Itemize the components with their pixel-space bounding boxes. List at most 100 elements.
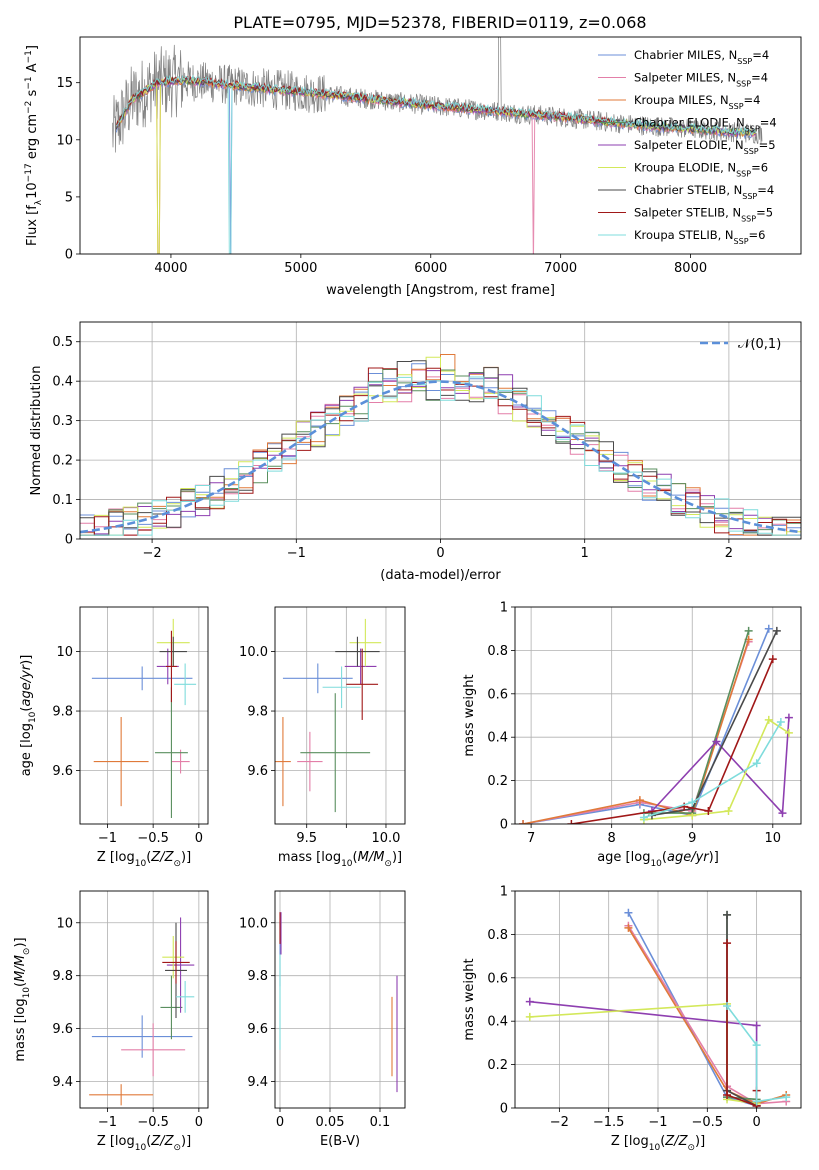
y-tick-label: 0.6 (487, 971, 508, 986)
label-part: Normed distribution (29, 366, 44, 496)
y-tick-label: 10.0 (239, 916, 268, 931)
legend-label: Chabrier MILES, NSSP=4 (634, 48, 769, 66)
histogram-step-2 (80, 354, 801, 536)
legend-text: Salpeter MILES, N (634, 71, 736, 85)
y-tick-label: 0.2 (487, 1058, 508, 1073)
y-tick-label: 9.8 (247, 705, 268, 720)
label-part: Flux [f (25, 205, 40, 246)
label-part: 10 (28, 711, 38, 723)
plot-area-age_vs_Z (80, 607, 208, 824)
label-part: Z [log (611, 1134, 649, 1149)
legend-text: Kroupa STELIB, N (634, 228, 734, 242)
x-axis-label: Z [log10(Z/Z⊙)] (97, 1134, 191, 1153)
label-part: age [log (19, 723, 34, 776)
legend-label: Kroupa ELODIE, NSSP=6 (634, 161, 768, 179)
x-axis-label: (data-model)/error (380, 568, 501, 583)
x-tick-label: −1 (98, 831, 117, 846)
x-tick-label: −2 (143, 546, 162, 561)
label-part: ⊙ (173, 1143, 181, 1153)
label-part: A (25, 63, 40, 76)
label-part: 10 (25, 182, 40, 199)
x-tick-label: −1 (98, 1115, 117, 1130)
y-tick-label: 0.4 (487, 1015, 508, 1030)
weight-marker (639, 813, 648, 822)
legend-label: Salpeter STELIB, NSSP=5 (634, 206, 773, 224)
x-tick-label: 6000 (414, 261, 447, 276)
label-part: mass weight (462, 674, 477, 756)
weight-marker (525, 1012, 534, 1021)
label-part: 10 (135, 859, 147, 869)
axes-frame (79, 321, 802, 540)
weight-marker (778, 809, 787, 818)
normal-curve (80, 380, 801, 534)
panel-age_vs_mass: 9.5 10.0 9.6 9.8 10.0 mass [log10(M/M⊙)] (239, 606, 406, 869)
legend-text: =5 (759, 138, 776, 152)
weight-marker (723, 939, 732, 948)
weight-line (643, 721, 782, 819)
plot-area-mass_vs_Z (80, 891, 208, 1108)
plot-area-weight_vs_Z (515, 891, 801, 1108)
label-part: 10 (135, 1143, 147, 1153)
weight-marker (752, 1021, 761, 1030)
plot-area-mass_vs_ebv (275, 891, 405, 1108)
x-tick-label: −0.5 (692, 1115, 724, 1130)
weight-marker (772, 626, 781, 635)
y-axis-label: Normed distribution (29, 366, 44, 496)
legend-text: Chabrier ELODIE, N (634, 116, 745, 130)
weight-marker (635, 796, 644, 805)
label-part: ⊙ (687, 1143, 695, 1153)
label-part: 10 (22, 987, 32, 999)
y-tick-label: 5 (65, 190, 73, 205)
x-tick-label: −0.5 (137, 1115, 169, 1130)
x-tick-label: 10 (765, 831, 782, 846)
label-part: erg cm (25, 114, 40, 163)
label-part: 10 (341, 859, 353, 869)
x-tick-label: −1.5 (593, 1115, 625, 1130)
x-tick-label: 2 (725, 546, 733, 561)
x-tick-label: 0.1 (370, 1115, 391, 1130)
legend-text: Kroupa ELODIE, N (634, 161, 736, 175)
legend-text: =4 (757, 183, 774, 197)
weight-marker (752, 759, 761, 768)
y-tick-label: 1 (500, 885, 508, 900)
label-part: ( (146, 850, 151, 865)
weight-marker (723, 910, 732, 919)
label-part: age [log (597, 850, 650, 865)
x-tick-label: 0 (195, 831, 203, 846)
label-part: )] (709, 850, 719, 865)
legend-sub: SSP (744, 147, 759, 156)
histogram-step-5 (80, 356, 801, 536)
y-tick-label: 9.8 (247, 969, 268, 984)
weight-marker (567, 820, 576, 824)
axes-frame (274, 890, 406, 1109)
legend-sub: SSP (734, 237, 749, 246)
legend-sub: SSP (742, 192, 757, 201)
label-part: age/yr (19, 663, 34, 706)
x-tick-label: 5000 (284, 261, 317, 276)
y-tick-label: 0 (500, 818, 508, 833)
x-tick-label: 7 (527, 831, 535, 846)
x-tick-label: −0.5 (137, 831, 169, 846)
x-tick-label: −1 (648, 1115, 667, 1130)
x-tick-label: 0 (195, 1115, 203, 1130)
label-part: )] (181, 850, 191, 865)
x-axis-label: wavelength [Angstrom, rest frame] (326, 283, 555, 298)
weight-marker (688, 798, 697, 807)
weight-marker (525, 997, 534, 1006)
y-tick-label: 15 (56, 76, 73, 91)
y-tick-label: 0.5 (52, 335, 73, 350)
legend-sub: SSP (745, 124, 760, 133)
label-part: Z [log (97, 850, 135, 865)
label-part: −17 (24, 163, 34, 182)
label-part: λ (34, 199, 44, 205)
label-part: age/yr (667, 850, 710, 865)
y-tick-label: 1 (500, 601, 508, 616)
weight-marker (704, 806, 713, 815)
panel-mass_vs_ebv: 0 0.05 0.1 9.4 9.6 9.8 10.0 E(B-V) (239, 890, 406, 1149)
plot-area-weight_vs_age (515, 607, 801, 824)
legend-label: Chabrier ELODIE, NSSP=4 (634, 116, 777, 134)
weight-marker (624, 908, 633, 917)
x-tick-label: 0 (752, 1115, 760, 1130)
